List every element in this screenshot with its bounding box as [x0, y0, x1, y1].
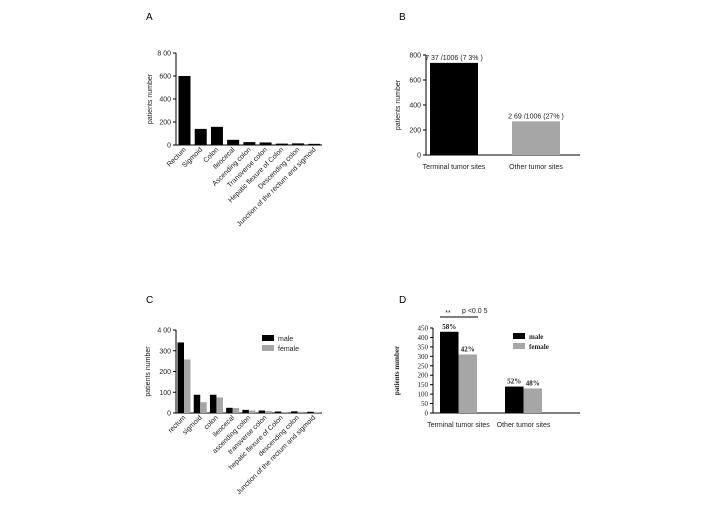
bar: [209, 394, 217, 413]
p-value-label: p <0.0 5: [462, 308, 488, 315]
legend-label: male: [278, 336, 293, 343]
bar: [232, 408, 240, 413]
y-tick-label: 100: [159, 390, 171, 397]
bar: [523, 388, 542, 413]
legend-label: female: [529, 343, 549, 351]
panel-label-d: D: [399, 295, 406, 306]
y-tick-label: 8 00: [157, 51, 171, 58]
bar-data-label: 7 37 /1006 (7 3% ): [425, 55, 483, 62]
bar: [430, 62, 478, 155]
y-tick-label: 800: [409, 53, 421, 60]
bar-data-label: 2 69 /1006 (27% ): [508, 113, 564, 120]
y-tick-label: 100: [418, 391, 429, 399]
bar: [505, 386, 524, 413]
bar: [281, 411, 288, 413]
bar: [226, 407, 233, 413]
y-tick-label: 250: [418, 362, 429, 370]
bar-data-label: 58%: [442, 323, 456, 331]
panel-label-a: A: [146, 12, 153, 23]
legend-swatch: [262, 345, 274, 351]
bar: [178, 76, 191, 145]
bar: [259, 142, 272, 145]
bar: [292, 143, 305, 145]
bar-data-label: 42%: [461, 345, 475, 353]
y-axis-label: patients number: [147, 73, 154, 124]
bar: [210, 126, 223, 145]
chart-b: 0 200 400 600 800 patients number 7 37 /1006 (…: [395, 53, 580, 171]
y-tick-label: 200: [409, 128, 421, 135]
y-tick-label: 600: [409, 78, 421, 85]
y-tick-label: 150: [418, 381, 429, 389]
y-tick-label: 0: [417, 153, 421, 160]
y-tick-label: 300: [418, 353, 429, 361]
y-tick-label: 200: [159, 369, 171, 376]
y-tick-label: 400: [159, 97, 171, 104]
y-axis-label: patients number: [395, 79, 402, 130]
legend-swatch: [513, 343, 525, 349]
legend-label: female: [278, 346, 299, 353]
bar: [194, 128, 207, 145]
bar: [242, 409, 249, 413]
x-tick-label: Other tumor sites: [497, 422, 551, 429]
panel-label-b: B: [399, 12, 406, 23]
y-tick-label: 300: [159, 348, 171, 355]
bar: [216, 397, 223, 413]
bar: [265, 410, 272, 413]
bar: [274, 411, 282, 413]
bar: [227, 139, 240, 145]
bar: [193, 394, 201, 413]
legend-swatch: [513, 333, 525, 339]
y-tick-label: 0: [425, 410, 429, 418]
bar: [440, 331, 459, 413]
y-tick-label: 400: [409, 103, 421, 110]
y-axis-label: patients number: [393, 346, 401, 395]
bar: [307, 411, 314, 413]
bar: [258, 410, 266, 413]
bar: [291, 411, 298, 413]
y-tick-label: 0: [167, 411, 171, 418]
y-tick-label: 0: [167, 143, 171, 150]
bar: [177, 342, 184, 413]
y-tick-label: 600: [159, 74, 171, 81]
bar: [512, 121, 560, 155]
x-tick-label: Other tumor sites: [509, 164, 563, 171]
bar: [458, 354, 477, 413]
x-tick-label: Terminal tumor sites: [423, 164, 486, 171]
legend-label: male: [529, 333, 543, 341]
bar: [184, 359, 191, 413]
y-tick-label: 200: [159, 120, 171, 127]
y-tick-label: 4 00: [157, 328, 171, 335]
y-tick-label: 350: [418, 343, 429, 351]
bar: [297, 411, 305, 413]
bar: [313, 412, 321, 413]
bar-data-label: 48%: [526, 379, 540, 387]
bar-data-label: 52%: [507, 378, 521, 386]
y-axis-label: patients number: [145, 346, 152, 397]
bar: [243, 142, 256, 145]
panel-label-c: C: [146, 295, 153, 306]
y-tick-label: 200: [418, 372, 429, 380]
bar: [275, 143, 288, 145]
significance-stars: **: [445, 310, 451, 317]
bar: [200, 402, 207, 413]
y-tick-label: 400: [418, 334, 429, 342]
y-tick-label: 450: [418, 325, 429, 333]
bar: [248, 410, 256, 413]
x-tick-label: Terminal tumor sites: [427, 422, 490, 429]
legend-swatch: [262, 335, 274, 341]
y-tick-label: 50: [421, 400, 429, 408]
bar: [308, 143, 321, 145]
